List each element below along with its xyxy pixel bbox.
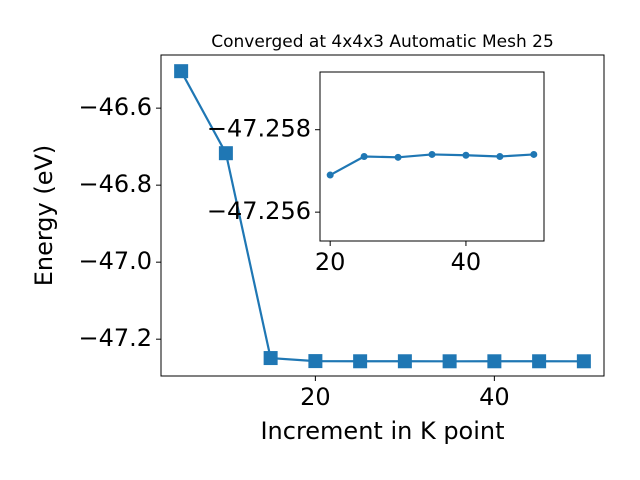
y-tick-label: −47.0 xyxy=(78,247,152,275)
x-axis-label: Increment in K point xyxy=(260,417,504,445)
y-tick-label: −46.8 xyxy=(78,170,152,198)
marker xyxy=(442,354,457,369)
y-tick-label: −47.256 xyxy=(207,197,311,225)
marker xyxy=(360,153,368,160)
marker xyxy=(326,171,334,179)
marker xyxy=(394,153,402,161)
marker xyxy=(532,354,547,369)
y-axis-label: Energy (eV) xyxy=(30,145,58,287)
y-tick-label: −47.2 xyxy=(78,324,152,352)
x-tick-label: 40 xyxy=(451,248,482,276)
series-line xyxy=(180,70,584,363)
marker xyxy=(487,354,502,369)
marker xyxy=(308,354,323,369)
marker xyxy=(496,153,504,160)
x-tick-label: 20 xyxy=(315,248,346,276)
marker xyxy=(576,354,591,369)
y-tick-label: −47.258 xyxy=(207,115,311,143)
marker xyxy=(218,146,233,161)
x-tick-label: 20 xyxy=(300,383,331,411)
marker xyxy=(263,351,278,366)
marker xyxy=(428,150,436,158)
x-tick-label: 40 xyxy=(479,383,510,411)
marker xyxy=(462,151,470,159)
y-tick-label: −46.6 xyxy=(78,93,152,121)
marker xyxy=(353,354,368,369)
marker xyxy=(397,354,412,369)
marker xyxy=(530,150,538,158)
marker xyxy=(174,64,189,79)
chart-title: Converged at 4x4x3 Automatic Mesh 25 xyxy=(211,32,554,52)
